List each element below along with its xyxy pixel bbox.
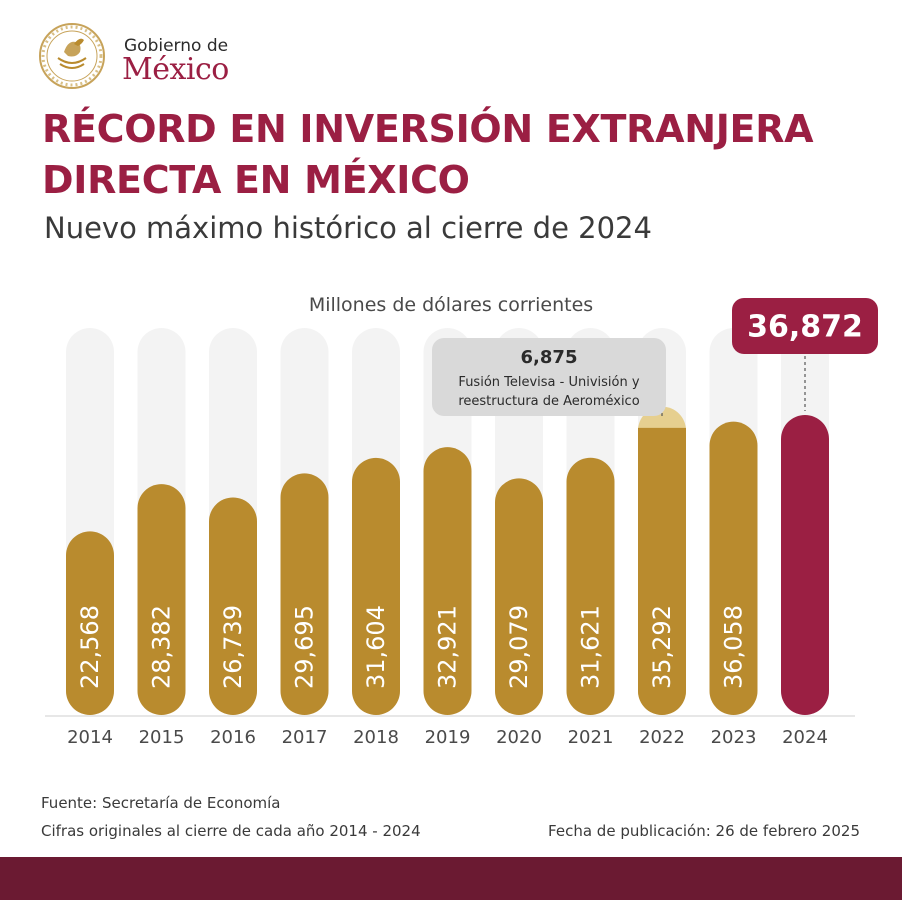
bar-value-label: 31,621 <box>577 605 605 689</box>
x-tick-label: 2022 <box>639 727 685 748</box>
x-tick-label: 2024 <box>782 727 828 748</box>
bar-value-label: 36,058 <box>720 605 748 689</box>
coat-of-arms-icon <box>39 23 105 89</box>
bar <box>280 473 329 715</box>
bottom-band <box>0 857 902 900</box>
footer-note: Cifras originales al cierre de cada año … <box>41 822 421 840</box>
bar-value-label: 22,568 <box>76 605 104 689</box>
brand-line1: Gobierno de <box>124 36 229 56</box>
page-title: RÉCORD EN INVERSIÓN EXTRANJERA DIRECTA E… <box>42 104 882 206</box>
x-tick-label: 2014 <box>67 727 113 748</box>
callout-value: 6,875 <box>521 347 578 368</box>
chart-unit-label: Millones de dólares corrientes <box>309 294 593 316</box>
bar-value-label: 31,604 <box>362 605 390 689</box>
government-logo: Gobierno de México <box>38 22 238 92</box>
highlight-label-box <box>732 298 878 354</box>
bar-value-label: 35,292 <box>648 605 676 689</box>
callout-note-line1: Fusión Televisa - Univisión y <box>458 375 639 390</box>
x-tick-label: 2016 <box>210 727 256 748</box>
bar <box>709 421 758 716</box>
page-subtitle: Nuevo máximo histórico al cierre de 2024 <box>44 211 652 245</box>
bar <box>495 478 543 715</box>
highlight-value-label: 36,872 <box>747 310 863 345</box>
bar <box>566 457 615 715</box>
bar-value-label: 29,079 <box>505 605 533 689</box>
bar-value-label: 26,739 <box>219 605 247 689</box>
x-tick-label: 2019 <box>425 727 471 748</box>
title-line1: RÉCORD EN INVERSIÓN EXTRANJERA <box>42 107 814 151</box>
x-tick-label: 2018 <box>353 727 399 748</box>
x-tick-label: 2017 <box>282 727 328 748</box>
callout-note-line2: reestructura de Aeroméxico <box>458 394 639 409</box>
bar <box>638 427 686 715</box>
bar <box>137 484 186 715</box>
footer-left: Fuente: Secretaría de Economía Cifras or… <box>41 789 421 845</box>
bar <box>352 457 400 715</box>
bar <box>209 497 257 715</box>
bar-value-label: 32,921 <box>434 605 462 689</box>
x-tick-label: 2020 <box>496 727 542 748</box>
bar <box>66 531 114 715</box>
brand-line2: México <box>122 52 229 87</box>
bar-chart: Millones de dólares corrientes 22,568 2014… <box>45 294 878 748</box>
x-tick-label: 2015 <box>139 727 185 748</box>
x-tick-label: 2021 <box>568 727 614 748</box>
footer-publication-date: Fecha de publicación: 26 de febrero 2025 <box>548 822 860 840</box>
footer-source: Fuente: Secretaría de Economía <box>41 794 281 812</box>
bar <box>423 447 472 716</box>
bar-value-label: 29,695 <box>291 605 319 689</box>
bar-highlight <box>781 415 829 715</box>
bar-value-label: 28,382 <box>148 605 176 689</box>
x-tick-label: 2023 <box>711 727 757 748</box>
title-line2: DIRECTA EN MÉXICO <box>42 158 470 202</box>
callout-box <box>432 338 666 416</box>
